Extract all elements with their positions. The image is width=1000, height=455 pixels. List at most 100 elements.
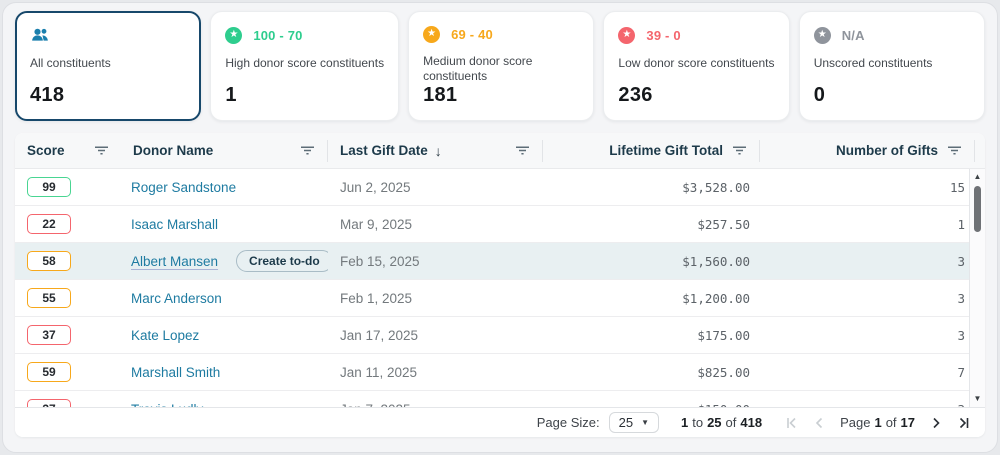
card-count: 418 <box>30 84 65 106</box>
table-row[interactable]: 58 Albert Mansen Create to-do Feb 15, 20… <box>15 243 985 280</box>
card-label: Low donor score constituents <box>618 56 775 70</box>
next-page-icon[interactable] <box>929 416 943 430</box>
lifetime-gift-total: $175.00 <box>697 327 750 343</box>
table-row[interactable]: 37 Kate Lopez Jan 17, 2025 $175.00 3 <box>15 317 985 354</box>
donor-link[interactable]: Marshall Smith <box>131 364 221 380</box>
last-page-icon[interactable] <box>957 416 971 430</box>
card-high-donor-score[interactable]: ★ 100 - 70 High donor score constituents… <box>210 11 400 121</box>
card-count: 236 <box>618 84 653 106</box>
arrow-down-icon: ↓ <box>434 142 442 159</box>
donor-link[interactable]: Roger Sandstone <box>131 179 237 195</box>
column-header-lifetime-gift-total[interactable]: Lifetime Gift Total <box>543 139 760 162</box>
page-size-select[interactable]: 25 ▼ <box>608 412 659 433</box>
score-range: 39 - 0 <box>646 27 681 43</box>
column-label: Donor Name <box>133 143 214 158</box>
filter-icon[interactable] <box>948 146 961 155</box>
table-header: Score Donor Name Last Gift Date ↓ Lifet <box>15 133 985 169</box>
card-count: 1 <box>225 84 237 106</box>
number-of-gifts: 3 <box>957 327 965 343</box>
column-label: Number of Gifts <box>835 143 938 158</box>
vertical-scrollbar[interactable]: ▲ ▼ <box>969 169 985 407</box>
table-row[interactable]: 55 Marc Anderson Feb 1, 2025 $1,200.00 3 <box>15 280 985 317</box>
number-of-gifts: 7 <box>957 364 965 380</box>
page-size-value: 25 <box>618 415 634 430</box>
column-label: Lifetime Gift Total <box>609 143 723 158</box>
score-badge: 59 <box>27 362 71 382</box>
scroll-down-icon[interactable]: ▼ <box>973 394 982 403</box>
card-medium-donor-score[interactable]: ★ 69 - 40 Medium donor score constituent… <box>408 11 595 121</box>
column-header-score[interactable]: Score <box>15 140 121 162</box>
card-label: Unscored constituents <box>813 56 933 70</box>
column-header-donor-name[interactable]: Donor Name <box>121 139 328 162</box>
chevron-down-icon: ▼ <box>641 418 649 427</box>
card-label: High donor score constituents <box>225 56 385 70</box>
lifetime-gift-total: $3,528.00 <box>682 179 750 195</box>
table-row[interactable]: 59 Marshall Smith Jan 11, 2025 $825.00 7 <box>15 354 985 391</box>
lifetime-gift-total: $825.00 <box>697 364 750 380</box>
star-badge-icon: ★ <box>618 26 636 44</box>
filter-icon[interactable] <box>95 146 108 155</box>
column-label: Last Gift Date <box>340 143 428 158</box>
filter-icon[interactable] <box>301 146 314 155</box>
score-badge: 55 <box>27 288 71 308</box>
last-gift-date: Mar 9, 2025 <box>340 216 413 232</box>
column-header-last-gift-date[interactable]: Last Gift Date ↓ <box>328 139 543 162</box>
last-gift-date: Jan 11, 2025 <box>340 364 418 380</box>
card-low-donor-score[interactable]: ★ 39 - 0 Low donor score constituents 23… <box>603 11 790 121</box>
filter-icon[interactable] <box>516 146 529 155</box>
number-of-gifts: 3 <box>760 402 975 408</box>
table-row[interactable]: 37 Travis Ludly Jan 7, 2025 $150.00 3 <box>15 391 985 407</box>
score-badge: 99 <box>27 177 71 197</box>
last-gift-date: Feb 1, 2025 <box>340 290 413 306</box>
lifetime-gift-total: $1,560.00 <box>682 253 750 269</box>
table-row[interactable]: 99 Roger Sandstone Jun 2, 2025 $3,528.00… <box>15 169 985 206</box>
constituents-table: Score Donor Name Last Gift Date ↓ Lifet <box>15 133 985 437</box>
summary-cards-row: All constituents 418 ★ 100 - 70 High don… <box>3 3 997 121</box>
score-range: 69 - 40 <box>451 26 493 42</box>
filter-icon[interactable] <box>733 146 746 155</box>
card-unscored[interactable]: ★ N/A Unscored constituents 0 <box>798 11 986 121</box>
lifetime-gift-total: $1,200.00 <box>682 290 750 306</box>
lifetime-gift-total: $257.50 <box>697 216 750 232</box>
page-indicator: Page 1 of 17 <box>840 415 915 430</box>
score-range: 100 - 70 <box>253 27 303 43</box>
donor-link[interactable]: Marc Anderson <box>131 290 222 306</box>
donor-link[interactable]: Isaac Marshall <box>131 216 219 232</box>
donor-link[interactable]: Travis Ludly <box>131 402 203 408</box>
table-row[interactable]: 22 Isaac Marshall Mar 9, 2025 $257.50 1 <box>15 206 985 243</box>
people-icon <box>30 25 50 45</box>
card-all-constituents[interactable]: All constituents 418 <box>15 11 202 121</box>
last-gift-date: Jan 17, 2025 <box>340 327 419 343</box>
prev-page-icon[interactable] <box>812 416 826 430</box>
scroll-up-icon[interactable]: ▲ <box>973 172 982 181</box>
column-label: Score <box>27 143 65 158</box>
create-todo-button[interactable]: Create to-do <box>236 250 328 272</box>
number-of-gifts: 15 <box>949 179 965 195</box>
card-label: Medium donor score constituents <box>423 54 533 83</box>
donor-link[interactable]: Kate Lopez <box>131 327 200 343</box>
score-badge: 22 <box>27 214 71 234</box>
star-badge-icon: ★ <box>813 26 831 44</box>
row-range-summary: 1 to 25 of 418 <box>680 415 763 430</box>
star-badge-icon: ★ <box>423 25 441 43</box>
pagination-bar: Page Size: 25 ▼ 1 to 25 of 418 <box>15 407 985 437</box>
card-count: 181 <box>423 84 458 106</box>
page-size-label: Page Size: <box>536 415 600 430</box>
score-range: N/A <box>841 27 865 43</box>
score-badge: 58 <box>27 251 71 271</box>
number-of-gifts: 3 <box>957 253 965 269</box>
last-gift-date: Jan 7, 2025 <box>328 402 543 408</box>
first-page-icon[interactable] <box>784 416 798 430</box>
last-gift-date: Jun 2, 2025 <box>340 179 411 195</box>
score-badge: 37 <box>27 399 71 407</box>
lifetime-gift-total: $150.00 <box>543 402 760 408</box>
card-count: 0 <box>813 84 826 106</box>
scrollbar-thumb[interactable] <box>974 186 981 232</box>
score-badge: 37 <box>27 325 71 345</box>
last-gift-date: Feb 15, 2025 <box>340 253 420 269</box>
donor-link[interactable]: Albert Mansen <box>131 253 219 269</box>
star-badge-icon: ★ <box>225 26 243 44</box>
column-header-number-of-gifts[interactable]: Number of Gifts <box>760 139 975 162</box>
number-of-gifts: 3 <box>957 290 965 306</box>
